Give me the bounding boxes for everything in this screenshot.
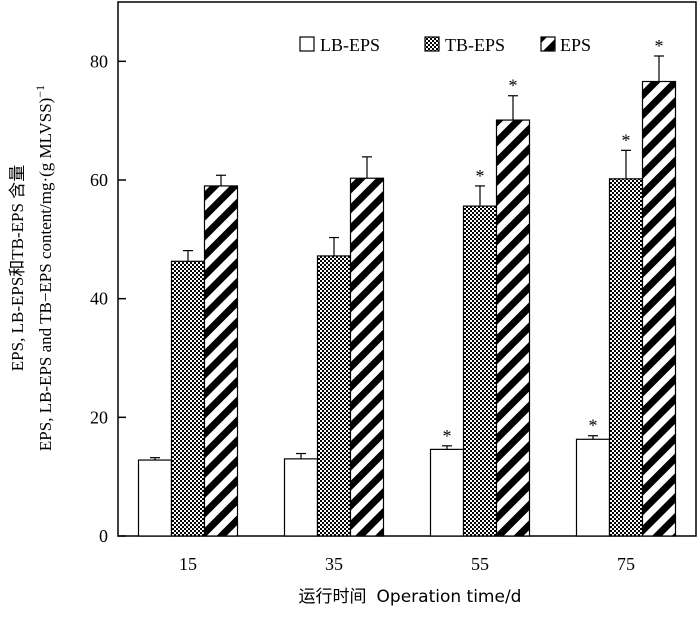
bar-lb-eps <box>137 459 173 537</box>
legend-swatch-eps <box>540 36 556 52</box>
legend-label-tb-eps: TB-EPS <box>445 35 505 55</box>
legend-swatch-lb-eps <box>299 36 315 52</box>
significance-markers: * * * * * * <box>443 36 664 446</box>
y-axis-label-en-superscript: −1 <box>33 85 47 98</box>
x-tick-label: 75 <box>617 554 635 574</box>
significance-star: * <box>622 130 631 150</box>
bar-tb-eps <box>608 178 644 537</box>
y-axis: 0 20 40 60 80 <box>90 51 126 546</box>
y-tick-label: 0 <box>99 526 108 546</box>
bar-eps <box>349 177 385 537</box>
bar-lb-eps <box>575 438 611 537</box>
bar-tb-eps <box>170 260 206 537</box>
bar-tb-eps <box>462 205 498 537</box>
legend-label-lb-eps: LB-EPS <box>320 35 380 55</box>
y-tick-label: 80 <box>90 51 108 71</box>
bar-eps <box>203 185 239 537</box>
x-tick-label: 15 <box>179 554 197 574</box>
significance-star: * <box>443 426 452 446</box>
x-axis: 15 35 55 75 <box>179 528 635 574</box>
y-axis-label-cn: EPS, LB-EPS和TB-EPS 含量 <box>8 165 27 371</box>
bar-eps <box>495 119 531 537</box>
y-tick-label: 60 <box>90 170 108 190</box>
x-axis-label-en: Operation time/d <box>377 587 522 607</box>
plot-frame <box>117 1 697 537</box>
significance-star: * <box>589 416 598 436</box>
x-axis-label-cn: 运行时间 <box>299 587 367 607</box>
legend: LB-EPS TB-EPS EPS <box>299 35 591 55</box>
legend-label-eps: EPS <box>560 35 591 55</box>
error-bars <box>150 55 664 461</box>
bar-lb-eps <box>429 448 465 537</box>
bar-tb-eps <box>316 255 352 537</box>
significance-star: * <box>655 36 664 56</box>
significance-star: * <box>476 166 485 186</box>
x-tick-label: 35 <box>325 554 343 574</box>
x-tick-label: 55 <box>471 554 489 574</box>
legend-swatch-tb-eps <box>424 36 440 52</box>
x-axis-label: 运行时间 Operation time/d <box>299 587 522 607</box>
bar-series <box>137 80 677 537</box>
bar-eps <box>641 80 677 537</box>
y-axis-label-en-main: EPS, LB-EPS and TB−EPS content/mg·(g MLV… <box>36 98 55 451</box>
y-tick-label: 40 <box>90 289 108 309</box>
y-axis-label-en: EPS, LB-EPS and TB−EPS content/mg·(g MLV… <box>33 85 55 451</box>
y-tick-label: 20 <box>90 407 108 427</box>
significance-star: * <box>509 76 518 96</box>
bar-lb-eps <box>283 458 319 537</box>
